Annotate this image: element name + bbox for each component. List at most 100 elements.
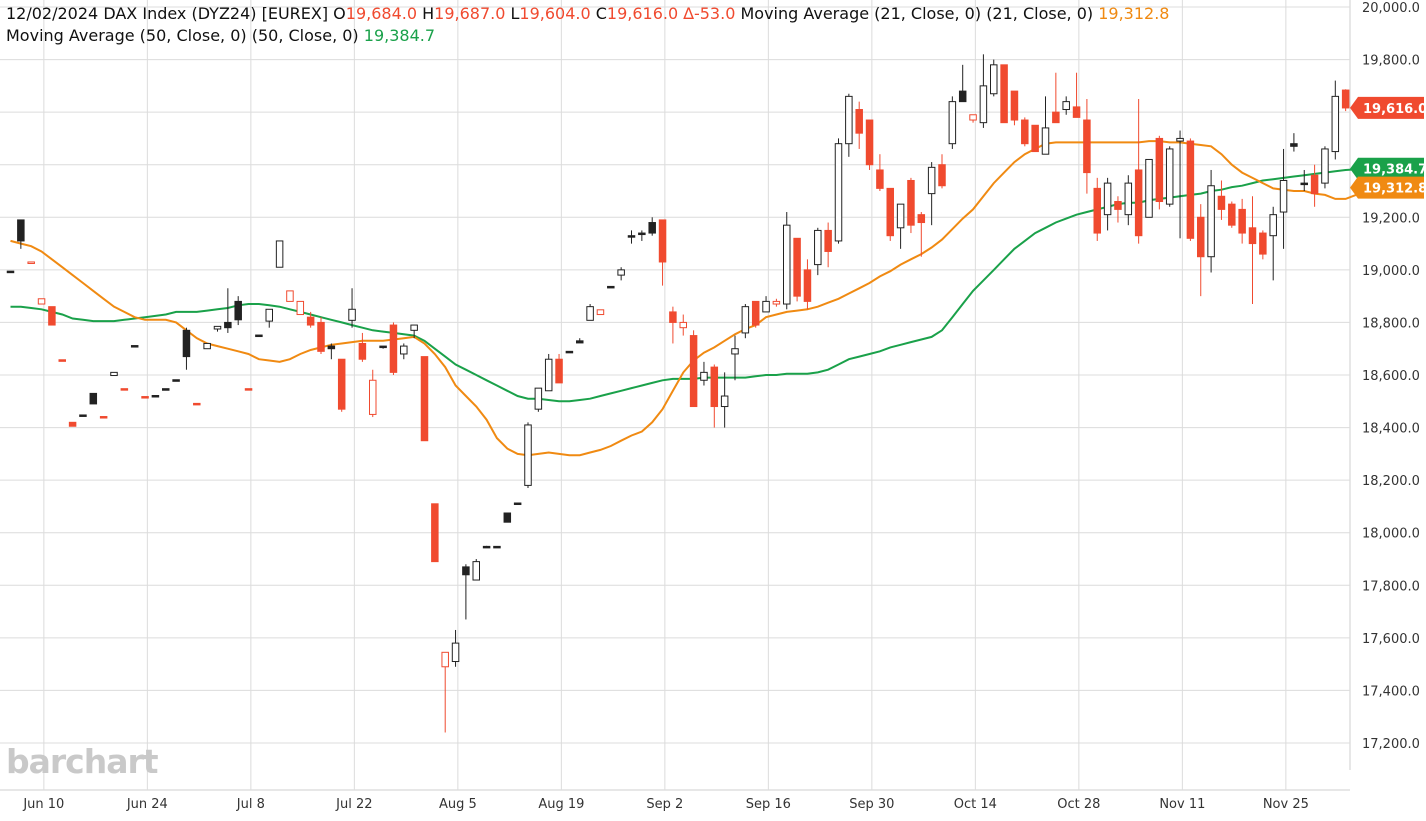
candle (358, 332, 367, 362)
ma21-label[interactable]: Moving Average (21, Close, 0) (21, Close… (740, 4, 1094, 23)
candle (845, 93, 853, 157)
candle-body (141, 396, 149, 399)
candle (244, 388, 253, 391)
y-tick-label: 18,600.0 (1362, 369, 1420, 384)
candle (834, 138, 843, 244)
candle-body (689, 335, 698, 408)
candle-body (1341, 89, 1350, 109)
candle-body (1021, 119, 1029, 145)
candle-body (1331, 95, 1340, 153)
candle (482, 545, 491, 549)
candle (1259, 230, 1267, 260)
candle-body (275, 240, 284, 268)
candle (1155, 135, 1164, 210)
y-tick-label: 17,200.0 (1362, 737, 1420, 752)
candle-body (213, 325, 222, 330)
price-label-bg (1350, 176, 1424, 199)
candle (451, 629, 460, 667)
candle (958, 64, 967, 103)
candle-body (524, 424, 532, 486)
candle (286, 290, 294, 302)
ma50-label[interactable]: Moving Average (50, Close, 0) (50, Close… (6, 26, 359, 45)
candle (679, 314, 687, 336)
candle (814, 227, 822, 276)
candle (1010, 90, 1019, 126)
candle-body (1041, 127, 1050, 155)
x-tick-label: Nov 25 (1263, 797, 1309, 812)
candle-body (306, 316, 315, 326)
candle (203, 342, 211, 350)
candle (1062, 96, 1070, 115)
candle-body (451, 642, 460, 663)
candle-body (1300, 182, 1308, 186)
candle (1072, 72, 1081, 118)
high-label: H (422, 4, 435, 23)
candle (1269, 206, 1277, 281)
candle (586, 304, 594, 321)
y-tick-label: 19,800.0 (1362, 54, 1420, 69)
candle-body (441, 651, 449, 668)
candle (534, 387, 543, 412)
candle (627, 230, 636, 244)
candle (896, 203, 905, 249)
candle (193, 402, 201, 406)
candle (607, 285, 615, 289)
high-value: 19,687.0 (434, 4, 506, 23)
candle (68, 421, 77, 427)
candle (1300, 169, 1308, 191)
candle-body (337, 358, 346, 410)
candle-body (1279, 179, 1288, 213)
candle-body (1269, 214, 1277, 237)
candle-body (824, 229, 832, 252)
candle (1321, 146, 1329, 189)
candle (1341, 89, 1350, 112)
candle (938, 154, 946, 189)
candle (565, 350, 574, 354)
candle (1176, 130, 1184, 239)
candle-body (834, 143, 843, 242)
candle-body (772, 300, 781, 305)
low-value: 19,604.0 (519, 4, 591, 23)
candle-body (182, 329, 191, 358)
candle-body (37, 298, 46, 305)
candle (337, 358, 346, 412)
x-tick-label: Jul 22 (335, 797, 372, 812)
y-tick-label: 17,400.0 (1362, 684, 1420, 699)
candle-body (979, 85, 988, 124)
candle-body (1217, 195, 1226, 210)
candle-body (420, 356, 429, 442)
candle (420, 356, 429, 442)
candle-body (1103, 182, 1112, 216)
candle (162, 388, 170, 391)
candle (493, 545, 501, 549)
candle (669, 306, 677, 344)
candle (1000, 64, 1008, 124)
price-label-bg (1350, 157, 1424, 180)
candle (265, 308, 273, 328)
candle (1228, 201, 1236, 228)
candle-body (130, 345, 139, 348)
candle-body (17, 219, 25, 242)
candle-body (938, 164, 946, 187)
candle-body (462, 566, 470, 576)
candle-body (431, 503, 439, 563)
candle-body (658, 219, 667, 263)
x-tick-label: Jul 8 (236, 797, 265, 812)
candle (27, 261, 35, 264)
candle-body (1093, 187, 1101, 234)
candle-body (969, 114, 977, 121)
candle-body (783, 224, 791, 305)
candle-body (1083, 119, 1091, 174)
candle (990, 59, 998, 97)
candle-body (596, 309, 605, 316)
price-label-text: 19,312.8 (1363, 182, 1426, 197)
candle-body (1228, 203, 1236, 226)
candle-body (348, 308, 356, 321)
candle-body (58, 359, 66, 362)
candle (379, 345, 387, 349)
candle (865, 119, 874, 170)
candle-body (286, 290, 294, 302)
candle (1041, 96, 1050, 155)
